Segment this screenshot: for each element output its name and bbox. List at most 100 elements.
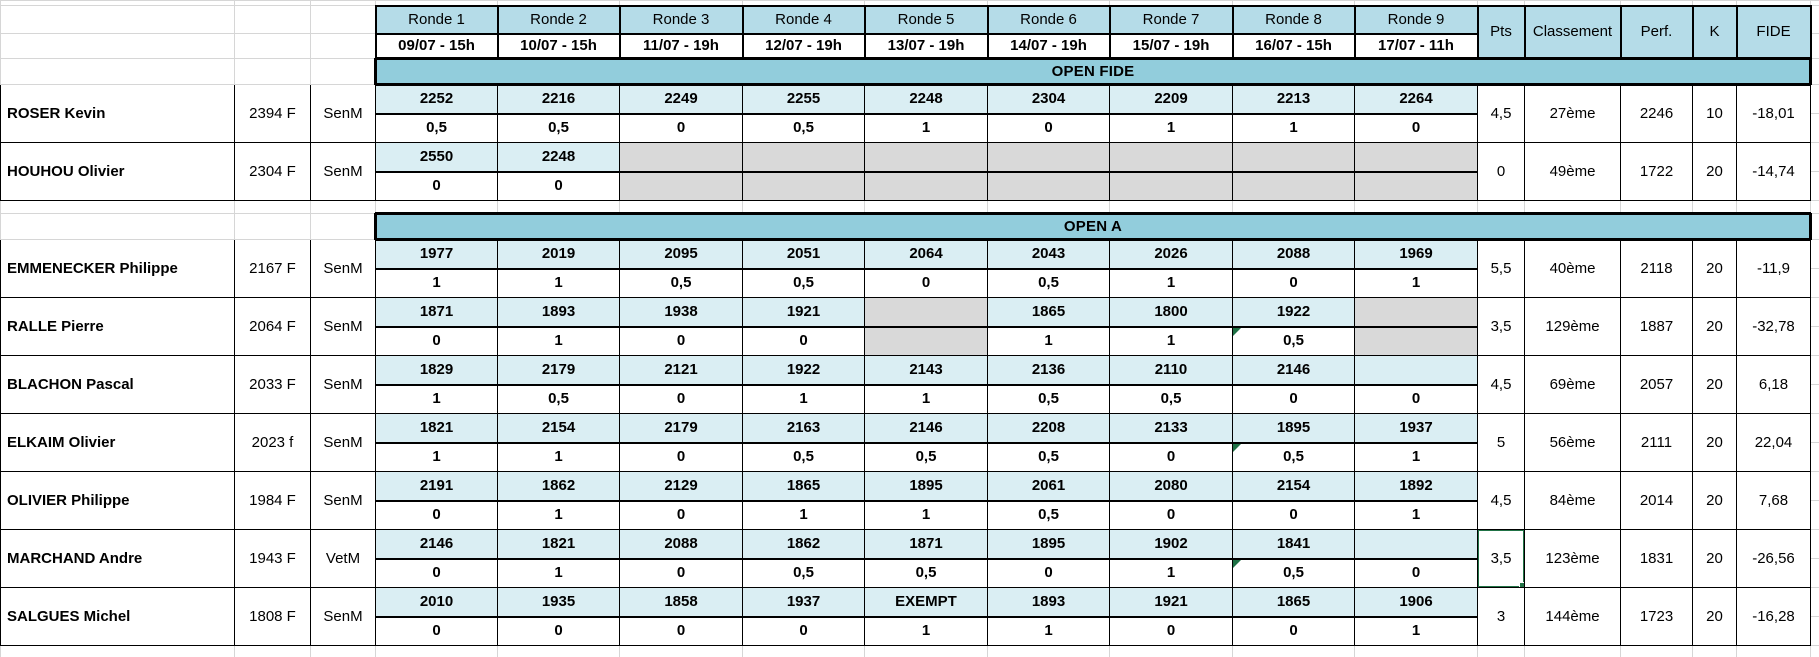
round-header[interactable]: Ronde 1	[374, 4, 499, 35]
opponent-elo-cell[interactable]: 2191	[375, 471, 498, 502]
opponent-elo-cell[interactable]: 1921	[742, 297, 865, 328]
round-result-cell[interactable]: 0,5	[619, 268, 743, 298]
performance-cell[interactable]: 1722	[1620, 142, 1693, 201]
round-result-cell[interactable]: 0	[375, 171, 498, 201]
classement-header[interactable]: Classement	[1523, 4, 1622, 60]
round-date-cell[interactable]: 14/07 - 19h	[986, 32, 1111, 60]
round-result-cell[interactable]: 0	[1232, 616, 1355, 646]
opponent-elo-cell[interactable]: 1865	[987, 297, 1110, 328]
opponent-elo-cell[interactable]: 2154	[497, 413, 620, 444]
round-result-cell[interactable]: 0	[619, 384, 743, 414]
round-result-cell[interactable]: 0	[987, 558, 1110, 588]
player-name-cell[interactable]: ROSER Kevin	[0, 84, 235, 143]
perf-header[interactable]: Perf.	[1619, 4, 1694, 60]
opponent-elo-cell[interactable]: 2088	[1232, 239, 1355, 270]
points-cell[interactable]: 3	[1477, 587, 1525, 646]
opponent-elo-cell[interactable]: 1977	[375, 239, 498, 270]
skipped-round-cell[interactable]	[1109, 142, 1233, 173]
round-result-cell[interactable]: 0	[1232, 500, 1355, 530]
round-result-cell[interactable]: 0	[1354, 113, 1478, 143]
opponent-elo-cell[interactable]: 2146	[864, 413, 988, 444]
performance-cell[interactable]: 1831	[1620, 529, 1693, 588]
round-result-cell[interactable]: 1	[742, 384, 865, 414]
round-result-cell[interactable]: 1	[864, 113, 988, 143]
performance-cell[interactable]: 2111	[1620, 413, 1693, 472]
section-band[interactable]: OPEN A	[374, 212, 1812, 241]
round-result-cell[interactable]: 0,5	[742, 558, 865, 588]
opponent-elo-cell[interactable]: 2248	[497, 142, 620, 173]
round-result-cell[interactable]: 0,5	[1232, 558, 1355, 588]
player-elo-cell[interactable]: 1943 F	[234, 529, 311, 588]
opponent-elo-cell[interactable]: 1892	[1354, 471, 1478, 502]
k-factor-cell[interactable]: 20	[1692, 587, 1737, 646]
points-cell[interactable]: 4,5	[1477, 355, 1525, 414]
opponent-elo-cell[interactable]: 1937	[742, 587, 865, 618]
opponent-elo-cell[interactable]: 2154	[1232, 471, 1355, 502]
opponent-elo-cell[interactable]: 2110	[1109, 355, 1233, 386]
round-result-cell[interactable]: 1	[864, 616, 988, 646]
round-result-cell[interactable]: 1	[497, 558, 620, 588]
opponent-elo-cell[interactable]: 2304	[987, 84, 1110, 115]
round-result-cell[interactable]: 0,5	[1109, 384, 1233, 414]
opponent-elo-cell[interactable]: 1862	[742, 529, 865, 560]
round-date-cell[interactable]: 09/07 - 15h	[374, 32, 499, 60]
round-result-cell[interactable]: 1	[1354, 442, 1478, 472]
round-result-cell[interactable]: 1	[1354, 616, 1478, 646]
round-header[interactable]: Ronde 4	[741, 4, 866, 35]
opponent-elo-cell[interactable]: 1871	[864, 529, 988, 560]
opponent-elo-cell[interactable]: 1921	[1109, 587, 1233, 618]
round-result-cell[interactable]: 0	[619, 500, 743, 530]
points-cell[interactable]: 0	[1477, 142, 1525, 201]
fide-variation-cell[interactable]: 22,04	[1736, 413, 1811, 472]
round-result-cell[interactable]: 1	[375, 268, 498, 298]
fide-variation-cell[interactable]: -16,28	[1736, 587, 1811, 646]
opponent-elo-cell[interactable]	[1354, 529, 1478, 560]
opponent-elo-cell[interactable]: 2146	[375, 529, 498, 560]
round-header[interactable]: Ronde 9	[1353, 4, 1479, 35]
round-result-cell[interactable]: 0	[619, 326, 743, 356]
opponent-elo-cell[interactable]: 2179	[619, 413, 743, 444]
fide-variation-cell[interactable]: 6,18	[1736, 355, 1811, 414]
round-result-cell[interactable]: 1	[1354, 268, 1478, 298]
k-factor-cell[interactable]: 20	[1692, 297, 1737, 356]
player-category-cell[interactable]: SenM	[310, 84, 376, 143]
opponent-elo-cell[interactable]: 2179	[497, 355, 620, 386]
fide-variation-cell[interactable]: 7,68	[1736, 471, 1811, 530]
k-factor-cell[interactable]: 10	[1692, 84, 1737, 143]
round-result-cell[interactable]: 0	[1109, 500, 1233, 530]
round-result-cell[interactable]: 0,5	[987, 384, 1110, 414]
skipped-round-cell[interactable]	[864, 326, 988, 356]
skipped-round-cell[interactable]	[742, 142, 865, 173]
round-date-cell[interactable]: 17/07 - 11h	[1353, 32, 1479, 60]
performance-cell[interactable]: 2057	[1620, 355, 1693, 414]
fide-variation-cell[interactable]: -11,9	[1736, 239, 1811, 298]
player-category-cell[interactable]: SenM	[310, 297, 376, 356]
round-result-cell[interactable]: 0,5	[987, 268, 1110, 298]
round-result-cell[interactable]: 1	[864, 500, 988, 530]
skipped-round-cell[interactable]	[742, 171, 865, 201]
opponent-elo-cell[interactable]: 1841	[1232, 529, 1355, 560]
k-factor-cell[interactable]: 20	[1692, 142, 1737, 201]
fide-variation-cell[interactable]: -26,56	[1736, 529, 1811, 588]
opponent-elo-cell[interactable]: 2121	[619, 355, 743, 386]
opponent-elo-cell[interactable]: 1821	[497, 529, 620, 560]
round-result-cell[interactable]: 0,5	[497, 113, 620, 143]
opponent-elo-cell[interactable]: 1935	[497, 587, 620, 618]
opponent-elo-cell[interactable]: 2255	[742, 84, 865, 115]
round-header[interactable]: Ronde 2	[496, 4, 621, 35]
player-elo-cell[interactable]: 2394 F	[234, 84, 311, 143]
points-cell[interactable]: 5	[1477, 413, 1525, 472]
k-header[interactable]: K	[1691, 4, 1738, 60]
opponent-elo-cell[interactable]: 2146	[1232, 355, 1355, 386]
k-factor-cell[interactable]: 20	[1692, 413, 1737, 472]
k-factor-cell[interactable]: 20	[1692, 355, 1737, 414]
player-category-cell[interactable]: SenM	[310, 413, 376, 472]
skipped-round-cell[interactable]	[864, 297, 988, 328]
skipped-round-cell[interactable]	[1354, 171, 1478, 201]
round-result-cell[interactable]: 1	[1109, 326, 1233, 356]
opponent-elo-cell[interactable]: 2213	[1232, 84, 1355, 115]
performance-cell[interactable]: 2118	[1620, 239, 1693, 298]
points-cell[interactable]: 4,5	[1477, 471, 1525, 530]
ranking-cell[interactable]: 49ème	[1524, 142, 1621, 201]
ranking-cell[interactable]: 129ème	[1524, 297, 1621, 356]
